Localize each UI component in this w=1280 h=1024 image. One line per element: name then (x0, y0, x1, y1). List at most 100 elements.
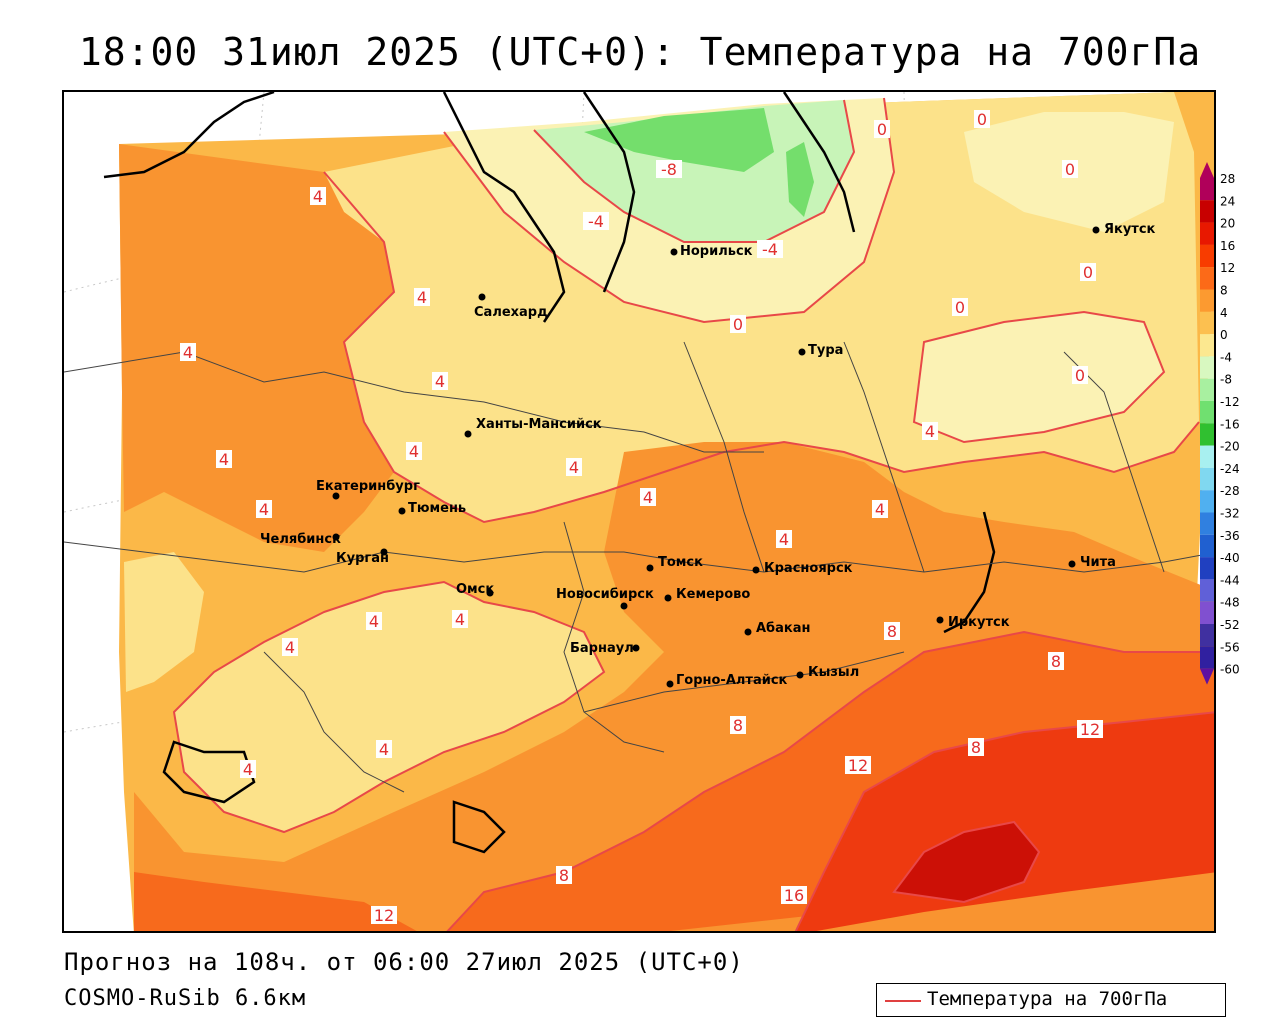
scale-swatch (1200, 378, 1214, 401)
isoline-label-bg (452, 610, 468, 628)
isoline-value: 4 (313, 187, 323, 206)
isoline-label: -4 (757, 240, 783, 259)
city-marker[interactable]: Барнаул (570, 641, 640, 656)
isoline-label-bg (310, 187, 326, 205)
isoline-label: 12 (1077, 720, 1103, 739)
isoline-label: 4 (452, 610, 468, 629)
city-marker[interactable]: Норильск (670, 244, 753, 259)
isoline-label-bg (884, 622, 900, 640)
isoline-label: 4 (180, 343, 196, 362)
isoline-label-bg (406, 442, 422, 460)
city-label: Тюмень (408, 501, 466, 516)
city-dot (670, 248, 678, 256)
temperature-map[interactable]: -8 -4 -4 0 0 0 0 0 0 0 4 4 4 4 4 4 4 4 4 4 4 4 4 4 4 4 4 8 8 8 8 8 12 12 1… (64, 92, 1216, 933)
city-dot (936, 616, 944, 624)
coastlines (103, 92, 996, 854)
color-scale: 28 24 20 16 12 8 4 0 -4 -8 -12 -16 -20 -24 -28 -32 -36 -4… (1200, 162, 1240, 685)
isoline-value: 8 (971, 738, 981, 757)
city-label: Красноярск (764, 561, 853, 576)
city-marker[interactable]: Тура (798, 343, 844, 358)
isoline-label: 0 (1080, 263, 1096, 282)
isoline-value: 16 (784, 886, 804, 905)
isoline-value: 4 (455, 610, 465, 629)
isoline-label-bg (256, 500, 272, 518)
city-dot (380, 548, 388, 556)
isoline-label-bg (556, 866, 572, 884)
city-label: Чита (1080, 555, 1116, 570)
map-panel[interactable]: -8 -4 -4 0 0 0 0 0 0 0 4 4 4 4 4 4 4 4 4 4 4 4 4 4 4 4 4 8 8 8 8 8 12 12 1… (62, 90, 1216, 933)
scale-tick-label: -36 (1220, 529, 1240, 543)
legend-line-swatch (885, 1000, 921, 1002)
region-hot-red (795, 712, 1214, 931)
city-marker[interactable]: Чита (1068, 555, 1116, 570)
city-marker[interactable]: Кызыл (796, 665, 860, 680)
city-marker[interactable]: Курган (336, 548, 389, 567)
isoline-label-bg (874, 120, 890, 138)
isoline-label-bg (566, 458, 582, 476)
city-marker[interactable]: Иркутск (936, 615, 1010, 630)
scale-swatch (1200, 624, 1214, 647)
city-marker[interactable]: Якутск (1092, 222, 1156, 237)
isoline-label-bg (371, 906, 397, 924)
isoline-label: 12 (845, 756, 871, 775)
legend-label: Температура на 700гПа (927, 988, 1168, 1010)
region-hottest (894, 822, 1039, 902)
scale-swatch (1200, 467, 1214, 491)
city-marker[interactable]: Ханты-Мансийск (464, 417, 602, 438)
city-dot (798, 348, 806, 356)
isoline-label-bg (1062, 160, 1078, 178)
isoline-value: 8 (559, 866, 569, 885)
city-marker[interactable]: Абакан (744, 621, 811, 636)
isoline-label-bg (1072, 366, 1088, 384)
scale-tick-label: -28 (1220, 484, 1240, 498)
scale-tick-label: -32 (1220, 507, 1240, 521)
region-cold-green-2 (786, 142, 814, 217)
scale-top-arrow (1200, 162, 1214, 178)
isoline-label: 4 (872, 500, 888, 519)
scale-swatch (1200, 646, 1214, 669)
isoline-label-bg (872, 500, 888, 518)
scale-tick-label: 16 (1220, 239, 1235, 253)
scale-swatch (1200, 311, 1214, 335)
city-marker[interactable]: Омск (456, 582, 494, 597)
isoline-value: 8 (1051, 652, 1061, 671)
city-label: Ханты-Мансийск (476, 417, 602, 432)
city-marker[interactable]: Челябинск (260, 532, 341, 547)
city-marker[interactable]: Салехард (474, 293, 548, 321)
isoline-label: 8 (1048, 652, 1064, 671)
city-dot (1068, 560, 1076, 568)
isoline-label: 0 (874, 120, 890, 139)
isoline-value: 8 (733, 716, 743, 735)
city-marker[interactable]: Красноярск (752, 561, 853, 576)
scale-swatch (1200, 356, 1214, 379)
scale-swatch (1200, 334, 1214, 357)
scale-tick-label: -48 (1220, 596, 1240, 610)
city-marker[interactable]: Екатеринбург (316, 479, 420, 500)
isoline-label-bg (1080, 263, 1096, 281)
isoline-label: 4 (640, 488, 656, 507)
city-dot (796, 671, 804, 679)
city-marker[interactable]: Кемерово (664, 587, 751, 602)
scale-tick-label: -56 (1220, 640, 1240, 654)
isoline-label: 4 (432, 372, 448, 391)
isoline-label: 12 (371, 906, 397, 925)
region-yellow-west (124, 552, 204, 692)
isoline-label: 4 (282, 638, 298, 657)
map-title: 18:00 31июл 2025 (UTC+0): Температура на… (78, 30, 1202, 74)
scale-tick-label: -20 (1220, 440, 1240, 454)
isoline-label-bg (656, 160, 682, 178)
isoline-label: 8 (968, 738, 984, 757)
isoline-value: 0 (1075, 366, 1085, 385)
scale-tick-label: -8 (1220, 373, 1232, 387)
scale-tick-label: 20 (1220, 217, 1235, 231)
isoline-value: 4 (219, 450, 229, 469)
isoline-label-bg (180, 343, 196, 361)
isoline-value: 4 (285, 638, 295, 657)
city-marker[interactable]: Тюмень (398, 501, 467, 516)
scale-swatch (1200, 244, 1214, 268)
isoline-label: 8 (730, 716, 746, 735)
city-marker[interactable]: Новосибирск (556, 587, 654, 610)
city-marker[interactable]: Томск (646, 555, 704, 572)
city-marker[interactable]: Горно-Алтайск (666, 673, 788, 688)
isoline-label-bg (432, 372, 448, 390)
